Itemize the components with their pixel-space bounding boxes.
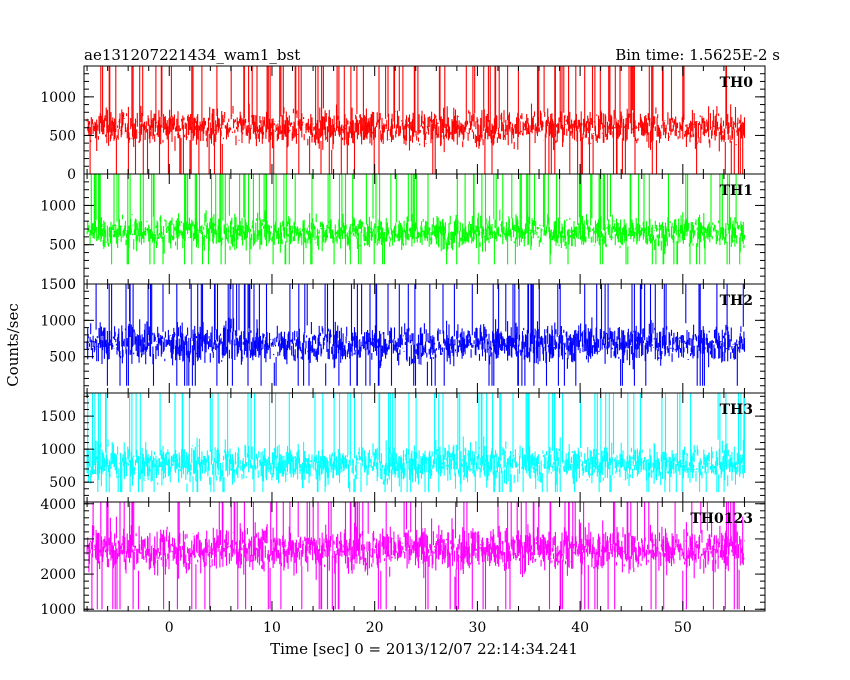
panel-3: TH3 500 1000 1500 (40, 392, 766, 503)
series-th2 (86, 284, 746, 386)
y-tick-label: 500 (49, 128, 76, 144)
y-tick-label: 1000 (40, 442, 76, 458)
series-th0123 (86, 502, 746, 610)
x-tick-label: 40 (571, 620, 589, 636)
y-tick-label: 3000 (40, 532, 76, 548)
y-tick-label: 500 (49, 238, 76, 254)
y-tick-label: 500 (49, 350, 76, 366)
bin-time-label: Bin time: 1.5625E-2 s (615, 46, 780, 64)
series-label: TH0 (720, 75, 754, 91)
y-tick-label: 1000 (40, 313, 76, 329)
series-label: TH0123 (690, 511, 753, 527)
x-tick-label: 30 (468, 620, 486, 636)
series-th3 (86, 393, 746, 493)
x-tick-label: 20 (366, 620, 384, 636)
panel-4: TH0123 1000 2000 3000 4000 (40, 497, 766, 618)
y-tick-label: 1000 (40, 602, 76, 618)
y-tick-label: 0 (67, 277, 76, 293)
y-tick-label: 2000 (40, 567, 76, 583)
series-label: TH3 (720, 402, 753, 418)
y-tick-label: 1000 (40, 198, 76, 214)
chart-title: ae131207221434_wam1_bst (84, 46, 300, 64)
panels: TH005001000TH105001000TH250010001500TH35… (40, 65, 766, 636)
panel-0: TH0 0 500 1000 (40, 65, 766, 183)
panel-frame (83, 501, 766, 612)
series-label: TH1 (720, 183, 753, 199)
series-th0 (86, 66, 746, 174)
y-tick-label: 500 (49, 475, 76, 491)
y-axis-label: Counts/sec (4, 303, 22, 387)
y-tick-label: 4000 (40, 497, 76, 513)
y-tick-label: 1000 (40, 90, 76, 106)
x-tick-label: 50 (674, 620, 692, 636)
y-tick-label: 0 (67, 167, 76, 183)
series-th1 (86, 174, 746, 265)
panel-1: TH1 0 500 1000 (40, 173, 766, 293)
panel-2: TH2 500 1000 1500 (40, 277, 766, 394)
y-tick-label: 1500 (40, 409, 76, 425)
x-tick-label: 0 (165, 620, 174, 636)
y-tick-label: 1500 (40, 277, 76, 293)
x-tick-label: 10 (263, 620, 281, 636)
series-label: TH2 (720, 293, 753, 309)
x-axis-label: Time [sec] 0 = 2013/12/07 22:14:34.241 (270, 640, 578, 658)
